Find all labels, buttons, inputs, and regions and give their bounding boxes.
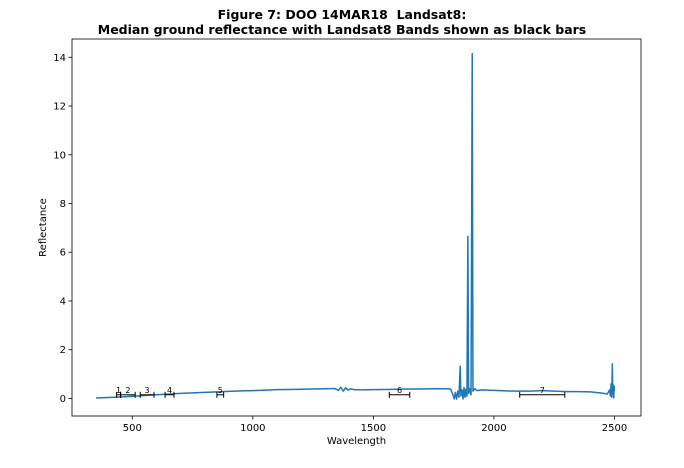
band-label: 4	[167, 386, 172, 395]
y-tick-label: 2	[60, 345, 66, 356]
band-bar-3: 3	[139, 386, 155, 398]
band-bar-7: 7	[519, 386, 566, 398]
y-tick-label: 12	[53, 102, 66, 113]
x-tick-label: 2000	[481, 423, 506, 434]
x-tick-label: 1500	[361, 423, 386, 434]
y-axis-ticks: 0 2 4 6 8 10 12 14	[53, 53, 72, 405]
band-bar-2: 2	[120, 386, 136, 398]
band-label: 5	[218, 386, 223, 395]
band-label: 2	[125, 386, 130, 395]
reflectance-series-line	[96, 52, 616, 400]
chart-title-line2: Median ground reflectance with Landsat8 …	[97, 22, 587, 37]
y-tick-label: 0	[60, 394, 66, 405]
chart-title-line1: Figure 7: DOO 14MAR18 Landsat8:	[217, 7, 467, 22]
chart-title: Figure 7: DOO 14MAR18 Landsat8: Median g…	[0, 7, 684, 37]
band-bar-6: 6	[388, 386, 411, 398]
band-label: 6	[397, 386, 402, 395]
band-bar-5: 5	[216, 386, 225, 398]
y-tick-label: 8	[60, 199, 66, 210]
band-bar-4: 4	[164, 386, 175, 398]
y-tick-label: 14	[53, 53, 66, 64]
plot-frame	[71, 38, 642, 417]
x-axis-ticks: 500 1000 1500 2000 2500	[123, 416, 627, 434]
x-tick-label: 1000	[240, 423, 265, 434]
band-label: 3	[145, 386, 150, 395]
band-label: 1	[116, 386, 121, 395]
x-tick-label: 2500	[602, 423, 627, 434]
y-axis-label: Reflectance	[38, 198, 49, 257]
y-tick-label: 4	[60, 296, 66, 307]
x-axis-label: Wavelength	[327, 436, 386, 447]
y-tick-label: 6	[60, 248, 66, 259]
y-tick-label: 10	[53, 150, 66, 161]
band-label: 7	[540, 386, 545, 395]
x-tick-label: 500	[123, 423, 142, 434]
